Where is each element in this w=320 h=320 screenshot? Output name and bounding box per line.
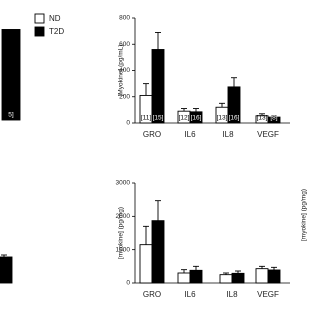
x-tick-label: IL6 <box>184 290 196 299</box>
bar <box>151 49 165 124</box>
y-axis-label: [myokine] (pg/mg) <box>301 189 308 241</box>
x-tick-label: VEGF <box>257 130 279 139</box>
bar <box>227 86 241 124</box>
y-tick-label: 800 <box>119 15 130 22</box>
bar <box>151 220 165 284</box>
y-tick-label: 0 <box>126 280 130 287</box>
x-tick-label: GRO <box>143 130 161 139</box>
x-tick-label: GRO <box>143 290 161 299</box>
bar <box>1 29 21 121</box>
x-tick-label: IL6 <box>184 130 196 139</box>
y-tick-label: 3000 <box>116 180 131 187</box>
legend-label: T2D <box>49 27 64 36</box>
value-label: [13] <box>257 115 268 122</box>
y-tick-label: 600 <box>119 41 130 48</box>
bar <box>189 111 203 124</box>
value-label: [13] <box>217 115 228 122</box>
y-tick-label: 2000 <box>116 213 131 220</box>
y-axis-label: [Myokine] (pg/mL) <box>118 44 125 96</box>
value-label: [16] <box>229 115 240 122</box>
value-label: [8] <box>270 115 277 122</box>
bar <box>267 116 281 124</box>
value-label: [12] <box>179 115 190 122</box>
bar <box>219 274 233 284</box>
y-tick-label: 1000 <box>116 246 131 253</box>
bar <box>255 268 269 284</box>
y-axis-label: [myokine] (pg/mg) <box>118 207 125 259</box>
bar <box>139 244 153 284</box>
bar <box>189 269 203 284</box>
y-tick-label: 400 <box>119 67 130 74</box>
value-label: [16] <box>191 115 202 122</box>
bar <box>0 256 13 284</box>
x-tick-label: VEGF <box>257 290 279 299</box>
legend-swatch <box>34 26 45 37</box>
bar <box>177 272 191 284</box>
x-tick-label: IL8 <box>226 290 238 299</box>
legend-label: ND <box>49 14 61 23</box>
value-label: [15] <box>153 115 164 122</box>
bar <box>231 272 245 284</box>
value-label: 5] <box>8 112 14 119</box>
legend-swatch <box>34 13 45 24</box>
y-tick-label: 200 <box>119 93 130 100</box>
y-tick-label: 0 <box>126 120 130 127</box>
bar <box>267 269 281 284</box>
value-label: [11] <box>141 115 152 122</box>
x-tick-label: IL8 <box>222 130 234 139</box>
